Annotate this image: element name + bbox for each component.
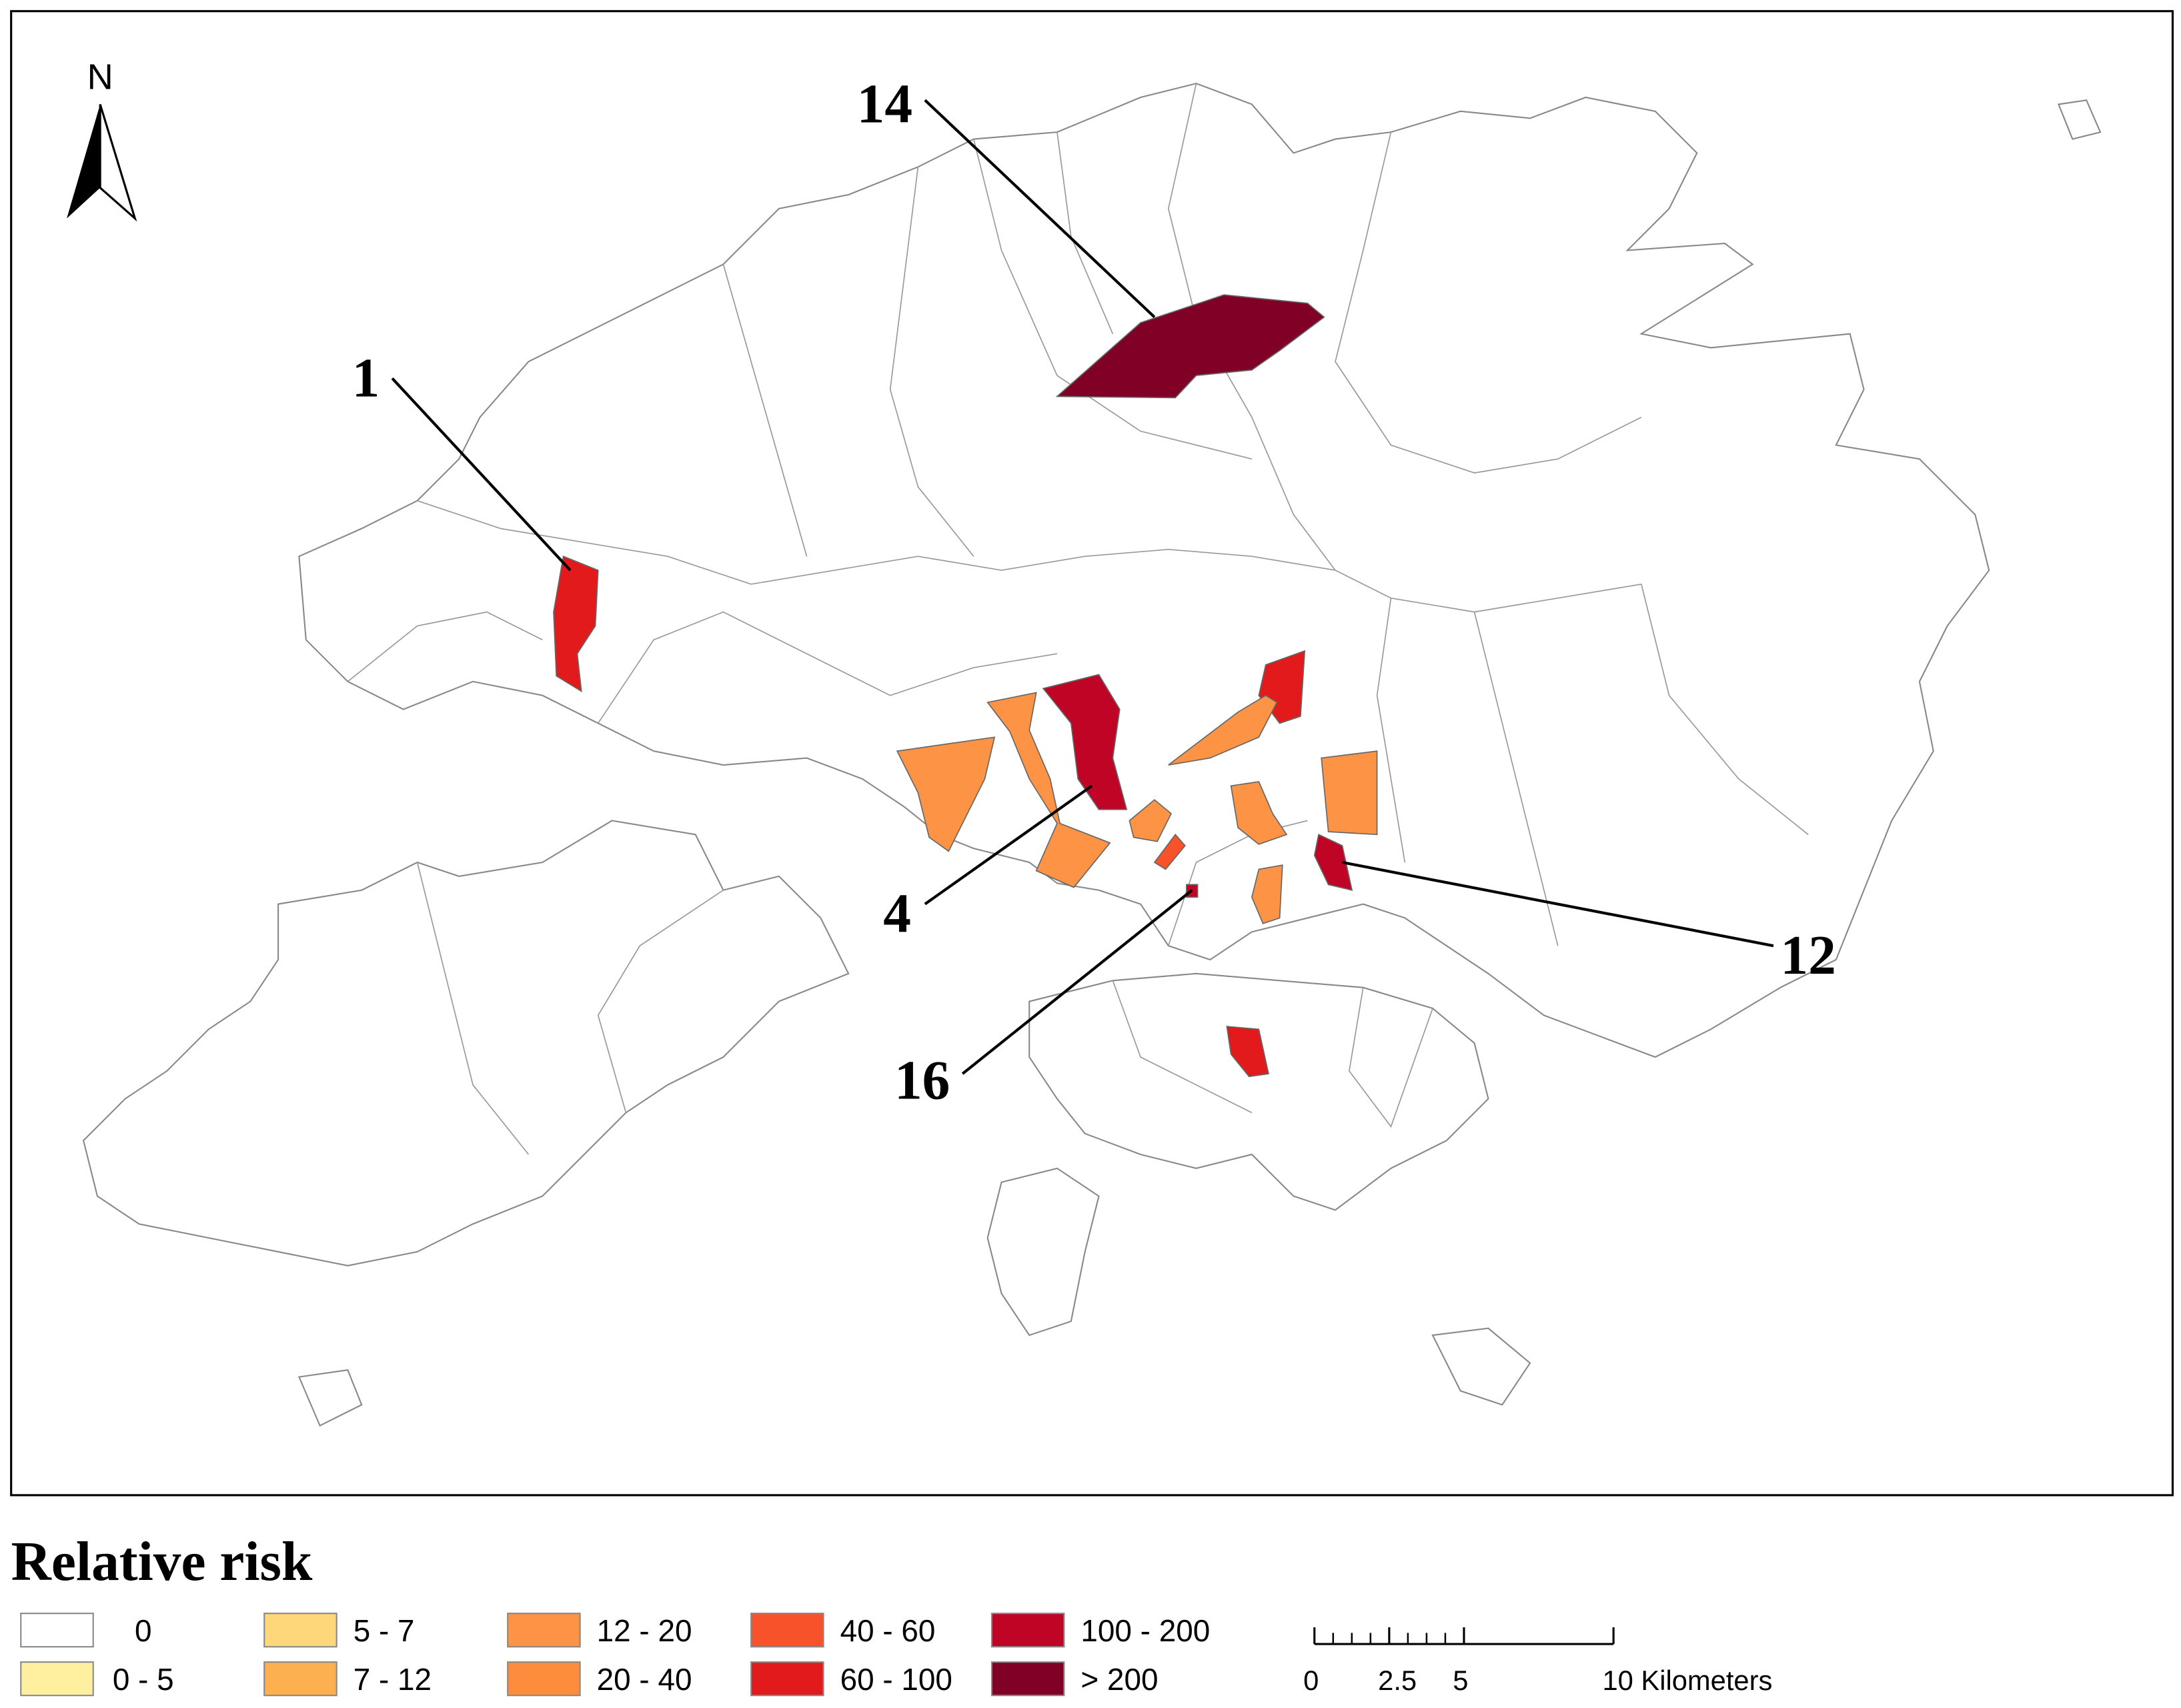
- district-area: [1153, 833, 1186, 870]
- callout-line: [391, 377, 572, 572]
- legend-swatch: [990, 1661, 1065, 1697]
- islet: [297, 1369, 363, 1427]
- callout-line: [1342, 860, 1774, 948]
- base-map: [82, 83, 2102, 1427]
- islet: [1431, 1327, 1531, 1406]
- district-area: [1042, 674, 1128, 810]
- lamma-island: [986, 1167, 1100, 1337]
- callouts: 14 1 4 12 16: [352, 74, 1836, 1112]
- scale-bar-label: 5: [1453, 1665, 1468, 1696]
- legend-swatch: [20, 1613, 94, 1648]
- legend-label: > 200: [1080, 1662, 1158, 1697]
- callout-line: [961, 889, 1193, 1075]
- callout-label: 4: [883, 883, 911, 944]
- legend-label: 0 - 5: [113, 1662, 174, 1697]
- legend-label: 0: [135, 1613, 152, 1648]
- legend-label: 5 - 7: [353, 1613, 415, 1648]
- legend-label: 12 - 20: [597, 1613, 692, 1648]
- legend: 0 0 - 5 5 - 7 7 - 12 12 - 20 20 - 40 40 - 60 60…: [20, 1613, 1210, 1697]
- lantau-island: [82, 820, 850, 1266]
- scale-bar-label: 10 Kilometers: [1602, 1665, 1772, 1696]
- north-arrow-left: [67, 104, 101, 219]
- district-area: [1321, 750, 1378, 836]
- legend-swatch: [20, 1661, 94, 1697]
- hong-kong-island: [1028, 972, 1489, 1211]
- district-area: [553, 556, 599, 693]
- scale-bar-label: 2.5: [1378, 1665, 1417, 1696]
- legend-label: 40 - 60: [840, 1613, 936, 1648]
- legend-swatch: [263, 1613, 337, 1648]
- legend-label: 100 - 200: [1080, 1613, 1210, 1648]
- islet: [2058, 99, 2102, 140]
- north-arrow-right: [99, 103, 137, 222]
- legend-label: 7 - 12: [353, 1662, 432, 1697]
- new-territories: [298, 83, 1990, 1058]
- scale-bar-label: 0: [1303, 1665, 1319, 1696]
- legend-swatch: [507, 1613, 581, 1648]
- callout-line: [924, 784, 1093, 906]
- district-area: [1313, 834, 1353, 891]
- north-arrow: N: [67, 57, 137, 222]
- legend-swatch: [990, 1613, 1065, 1648]
- district-area: [1226, 1026, 1269, 1078]
- legend-swatch: [507, 1661, 581, 1697]
- district-area: [896, 736, 996, 852]
- highlighted-districts: [553, 294, 1378, 1078]
- map-frame: [10, 10, 2174, 1497]
- callout-label: 1: [352, 347, 380, 409]
- legend-swatch: [750, 1661, 824, 1697]
- district-area: [1168, 694, 1278, 766]
- legend-title: Relative risk: [11, 1531, 313, 1593]
- callout-label: 14: [857, 74, 912, 135]
- legend-label: 60 - 100: [840, 1662, 952, 1697]
- district-area: [1251, 864, 1283, 924]
- district-area: [986, 692, 1111, 888]
- north-label: N: [87, 57, 113, 97]
- legend-swatch: [263, 1661, 337, 1697]
- callout-label: 16: [894, 1050, 950, 1112]
- district-area: [1230, 781, 1288, 845]
- callout-line: [924, 99, 1156, 319]
- legend-label: 20 - 40: [597, 1662, 692, 1697]
- scale-bar: 0 2.5 5 10 Kilometers: [1303, 1627, 1772, 1696]
- district-area: [1055, 294, 1325, 399]
- legend-swatch: [750, 1613, 824, 1648]
- district-area: [1129, 799, 1172, 842]
- callout-label: 12: [1780, 925, 1836, 986]
